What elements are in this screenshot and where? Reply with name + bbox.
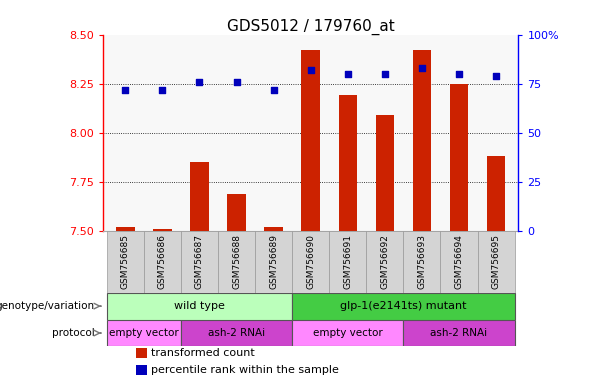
Bar: [181, 319, 292, 346]
Text: empty vector: empty vector: [109, 328, 178, 338]
Text: glp-1(e2141ts) mutant: glp-1(e2141ts) mutant: [340, 301, 466, 311]
Bar: [292, 231, 329, 293]
Bar: [292, 293, 515, 319]
Bar: [153, 229, 171, 231]
Bar: [136, 348, 147, 358]
Bar: [107, 231, 144, 293]
Bar: [107, 293, 292, 319]
Text: GSM756695: GSM756695: [492, 234, 501, 289]
Text: genotype/variation: genotype/variation: [0, 301, 95, 311]
Text: percentile rank within the sample: percentile rank within the sample: [151, 365, 339, 375]
Bar: [107, 319, 181, 346]
Text: GSM756690: GSM756690: [306, 234, 315, 289]
Bar: [339, 96, 357, 231]
Point: [417, 65, 426, 71]
Point: [380, 71, 389, 77]
Bar: [116, 227, 135, 231]
Bar: [218, 231, 255, 293]
Text: GSM756689: GSM756689: [269, 234, 278, 289]
Text: GSM756688: GSM756688: [232, 234, 241, 289]
Text: transformed count: transformed count: [151, 348, 254, 358]
Point: [158, 86, 167, 93]
Bar: [413, 50, 431, 231]
Point: [343, 71, 352, 77]
Point: [195, 79, 204, 85]
Text: ash-2 RNAi: ash-2 RNAi: [431, 328, 488, 338]
Bar: [136, 365, 147, 375]
Text: empty vector: empty vector: [313, 328, 383, 338]
Bar: [487, 156, 505, 231]
Text: GSM756685: GSM756685: [121, 234, 130, 289]
Bar: [255, 231, 292, 293]
Point: [454, 71, 464, 77]
Bar: [292, 319, 403, 346]
Title: GDS5012 / 179760_at: GDS5012 / 179760_at: [227, 18, 395, 35]
Bar: [181, 231, 218, 293]
Bar: [403, 319, 515, 346]
Bar: [264, 227, 283, 231]
Text: GSM756692: GSM756692: [380, 234, 389, 289]
Bar: [329, 231, 366, 293]
Bar: [478, 231, 515, 293]
Text: GSM756693: GSM756693: [418, 234, 426, 289]
Bar: [144, 231, 181, 293]
Bar: [227, 194, 246, 231]
Bar: [376, 115, 394, 231]
Bar: [302, 50, 320, 231]
Text: GSM756694: GSM756694: [455, 234, 464, 289]
Point: [306, 67, 316, 73]
Bar: [190, 162, 209, 231]
Bar: [403, 231, 441, 293]
Bar: [366, 231, 403, 293]
Text: ash-2 RNAi: ash-2 RNAi: [208, 328, 265, 338]
Text: GSM756687: GSM756687: [195, 234, 204, 289]
Bar: [441, 231, 478, 293]
Text: protocol: protocol: [52, 328, 95, 338]
Text: GSM756686: GSM756686: [158, 234, 167, 289]
Text: wild type: wild type: [174, 301, 225, 311]
Bar: [450, 84, 468, 231]
Point: [491, 73, 501, 79]
Point: [269, 86, 279, 93]
Text: GSM756691: GSM756691: [343, 234, 352, 289]
Point: [121, 86, 130, 93]
Point: [232, 79, 241, 85]
